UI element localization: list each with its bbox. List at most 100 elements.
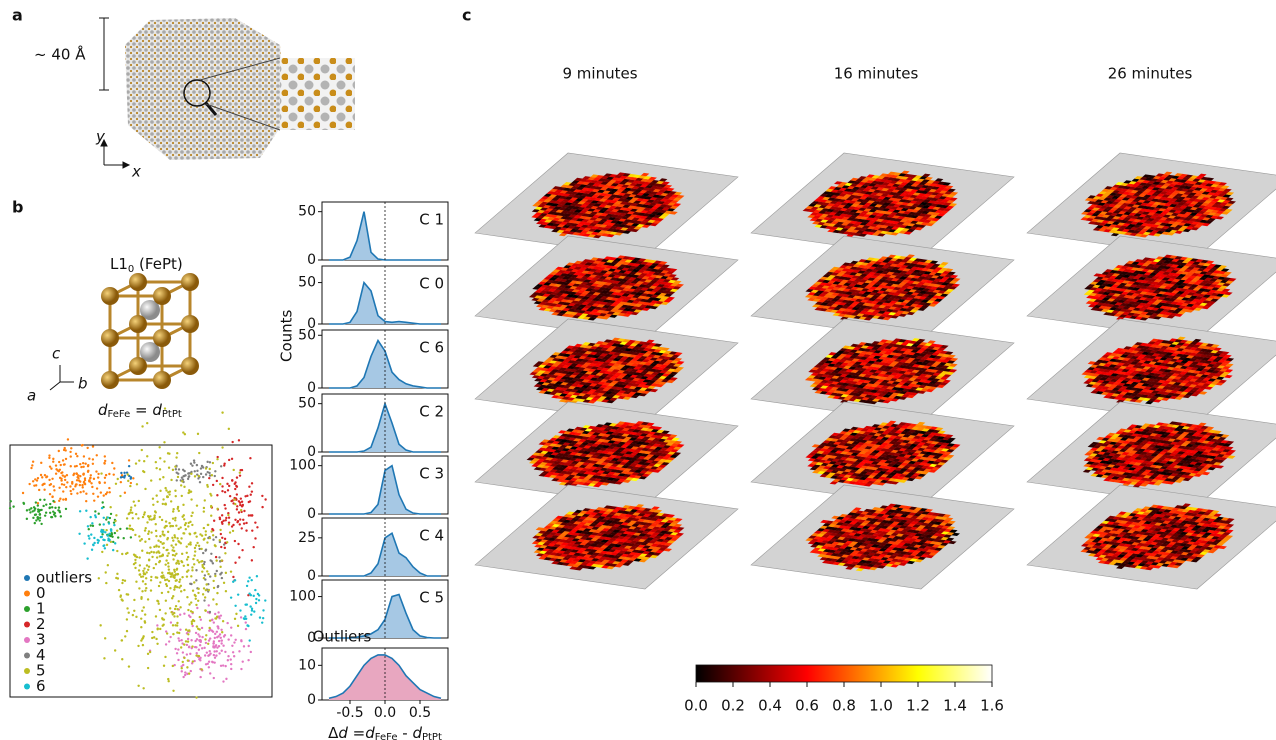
point <box>202 476 204 478</box>
point <box>203 510 205 512</box>
text: PtPt <box>422 732 442 740</box>
point <box>224 634 226 636</box>
point <box>89 477 91 479</box>
point <box>92 463 94 465</box>
point <box>205 634 207 636</box>
point <box>173 577 175 579</box>
point <box>142 635 144 637</box>
point <box>194 550 196 552</box>
point <box>197 633 199 635</box>
point <box>64 479 66 481</box>
point <box>207 524 209 526</box>
point <box>222 620 224 622</box>
point <box>150 576 152 578</box>
point <box>254 537 256 539</box>
point <box>241 505 243 507</box>
point <box>204 596 206 598</box>
point <box>143 572 145 574</box>
point <box>141 538 143 540</box>
figure: a b c ~ 40 Å y x L10 (FePt) c a b dFeFe … <box>0 0 1276 740</box>
point <box>39 513 41 515</box>
point <box>199 481 201 483</box>
point <box>49 465 51 467</box>
point <box>105 571 107 573</box>
point <box>175 579 177 581</box>
point <box>129 485 131 487</box>
point <box>243 510 245 512</box>
point <box>200 619 202 621</box>
point <box>208 472 210 474</box>
point <box>32 460 34 462</box>
point <box>51 506 53 508</box>
point <box>97 495 99 497</box>
point <box>121 582 123 584</box>
point <box>168 580 170 582</box>
point <box>133 610 135 612</box>
axis-label: x <box>131 163 141 181</box>
point <box>147 569 149 571</box>
point <box>135 513 137 515</box>
point <box>100 472 102 474</box>
point <box>208 477 210 479</box>
point <box>140 639 142 641</box>
point <box>181 495 183 497</box>
point <box>35 501 37 503</box>
point <box>177 506 179 508</box>
point <box>184 475 186 477</box>
point <box>194 475 196 477</box>
point <box>175 605 177 607</box>
point <box>164 656 166 658</box>
point <box>159 609 161 611</box>
point <box>112 549 114 551</box>
point <box>167 678 169 680</box>
point <box>108 473 110 475</box>
panel-label: b <box>12 198 23 217</box>
point <box>182 664 184 666</box>
point <box>255 602 257 604</box>
point <box>234 488 236 490</box>
point <box>234 618 236 620</box>
axis-label: y <box>95 128 106 146</box>
point <box>120 481 122 483</box>
point <box>131 528 133 530</box>
point <box>250 493 252 495</box>
point <box>171 537 173 539</box>
point <box>176 452 178 454</box>
point <box>230 570 232 572</box>
point <box>90 482 92 484</box>
point <box>173 615 175 617</box>
point <box>128 459 130 461</box>
point <box>251 559 253 561</box>
point <box>148 565 150 567</box>
point <box>170 576 172 578</box>
point <box>233 469 235 471</box>
point <box>85 500 87 502</box>
point <box>148 552 150 554</box>
point <box>158 585 160 587</box>
point <box>172 508 174 510</box>
point <box>156 643 158 645</box>
point <box>177 648 179 650</box>
point <box>228 428 230 430</box>
point <box>98 513 100 515</box>
point <box>187 478 189 480</box>
point <box>196 464 198 466</box>
point <box>119 495 121 497</box>
point <box>228 459 230 461</box>
point <box>247 659 249 661</box>
point <box>208 630 210 632</box>
point <box>132 614 134 616</box>
point <box>69 485 71 487</box>
point <box>186 552 188 554</box>
point <box>161 543 163 545</box>
point <box>32 510 34 512</box>
point <box>151 631 153 633</box>
point <box>54 515 56 517</box>
point <box>91 549 93 551</box>
point <box>129 524 131 526</box>
point <box>58 487 60 489</box>
point <box>62 459 64 461</box>
point <box>51 516 53 518</box>
point <box>57 509 59 511</box>
point <box>262 609 264 611</box>
